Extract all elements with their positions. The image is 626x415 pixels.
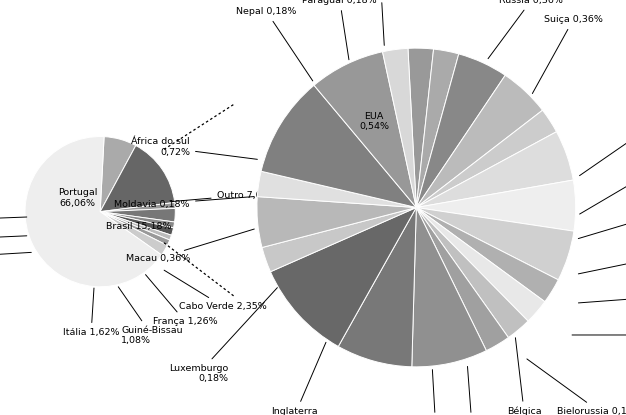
Text: Suiça 0,36%: Suiça 0,36% — [532, 15, 603, 93]
Wedge shape — [100, 212, 170, 245]
Text: Bielorussia 0,18%: Bielorussia 0,18% — [527, 359, 626, 415]
Text: Itália 1,62%: Itália 1,62% — [63, 288, 120, 337]
Text: África do sul
0,72%: África do sul 0,72% — [131, 137, 257, 159]
Wedge shape — [100, 208, 175, 222]
Text: Venezuela 0,36%: Venezuela 0,36% — [578, 248, 626, 274]
Text: Bélgica
0,54%: Bélgica 0,54% — [507, 338, 542, 415]
Text: Paraguai 0,18%: Paraguai 0,18% — [302, 0, 377, 60]
Wedge shape — [100, 212, 173, 235]
Wedge shape — [100, 203, 175, 212]
Wedge shape — [416, 208, 574, 280]
Text: Polónia 0,18%: Polónia 0,18% — [347, 0, 415, 45]
Text: Outro 7,04%: Outro 7,04% — [170, 190, 276, 202]
Wedge shape — [338, 208, 416, 367]
Wedge shape — [416, 49, 459, 208]
Wedge shape — [25, 137, 162, 287]
Wedge shape — [100, 146, 175, 212]
Text: Brasil 15,18%: Brasil 15,18% — [106, 222, 172, 231]
Wedge shape — [416, 208, 558, 302]
Wedge shape — [416, 180, 576, 231]
Text: Moçambique
1,26%: Moçambique 1,26% — [0, 211, 27, 230]
Wedge shape — [416, 75, 543, 208]
Wedge shape — [416, 54, 505, 208]
Wedge shape — [100, 137, 136, 212]
Text: São Tomé e
Príncipe 1,26%: São Tomé e Príncipe 1,26% — [0, 249, 31, 268]
Text: Angola 2,89%: Angola 2,89% — [0, 236, 27, 245]
Text: Ucrânia 0,36%: Ucrânia 0,36% — [580, 152, 626, 214]
Text: EUA
0,54%: EUA 0,54% — [359, 112, 389, 131]
Text: Moldavia 0,18%: Moldavia 0,18% — [115, 197, 254, 209]
Wedge shape — [270, 208, 416, 347]
Text: Guiné-Bissau
1,08%: Guiné-Bissau 1,08% — [118, 287, 183, 345]
Text: Hungria 0,18%: Hungria 0,18% — [400, 370, 471, 415]
Wedge shape — [416, 132, 573, 208]
Text: Argentina
0,18%: Argentina 0,18% — [572, 325, 626, 345]
Wedge shape — [416, 110, 557, 208]
Wedge shape — [416, 208, 545, 321]
Text: Alemanha 0,18%: Alemanha 0,18% — [578, 290, 626, 303]
Text: Nepal 0,18%: Nepal 0,18% — [237, 7, 313, 81]
Wedge shape — [100, 212, 167, 255]
Text: Turquia 0,18%: Turquia 0,18% — [580, 104, 626, 176]
Text: Macau 0,36%: Macau 0,36% — [126, 229, 254, 263]
Wedge shape — [100, 212, 172, 240]
Wedge shape — [261, 85, 416, 208]
Text: França 1,26%: França 1,26% — [145, 275, 217, 326]
Text: Luxemburgo
0,18%: Luxemburgo 0,18% — [169, 288, 277, 383]
Wedge shape — [416, 208, 508, 351]
Text: Cabo Verde 2,35%: Cabo Verde 2,35% — [164, 270, 267, 311]
Wedge shape — [100, 212, 175, 228]
Wedge shape — [382, 49, 416, 208]
Wedge shape — [408, 48, 434, 208]
Wedge shape — [257, 171, 416, 208]
Wedge shape — [262, 208, 416, 272]
Text: Portugal
66,06%: Portugal 66,06% — [58, 188, 97, 208]
Wedge shape — [416, 208, 528, 337]
Wedge shape — [314, 52, 416, 208]
Text: Espanha
0,54%: Espanha 0,54% — [452, 366, 493, 415]
Text: República Checa
0,36%: República Checa 0,36% — [578, 198, 626, 239]
Text: Russia 0,36%: Russia 0,36% — [488, 0, 563, 59]
Text: Inglaterra
0,72%: Inglaterra 0,72% — [271, 342, 326, 415]
Wedge shape — [257, 197, 416, 247]
Wedge shape — [412, 208, 486, 367]
